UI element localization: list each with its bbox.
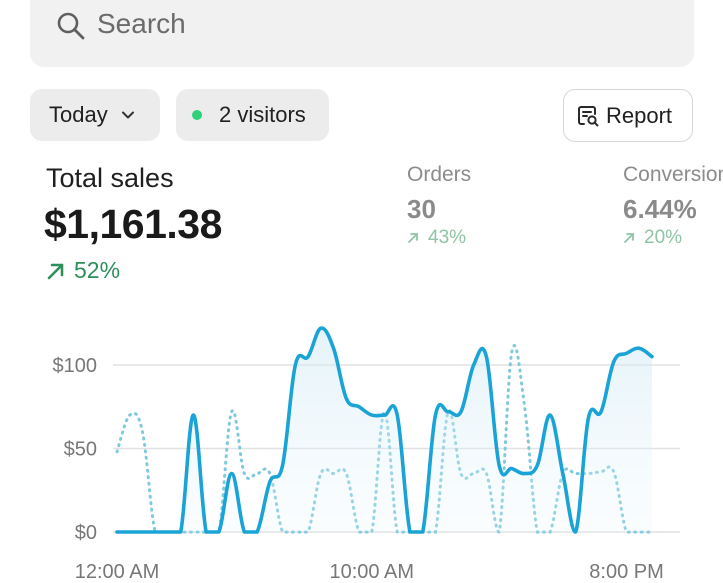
current-series-area xyxy=(117,328,652,532)
arrow-up-right-icon xyxy=(408,233,418,243)
total-sales-value: $1,161.38 xyxy=(44,201,222,247)
total-sales-delta-value: 52% xyxy=(74,257,121,283)
live-indicator-dot xyxy=(192,110,202,120)
y-tick-label: $100 xyxy=(53,355,98,377)
orders-value: 30 xyxy=(407,194,436,224)
search-icon xyxy=(57,12,85,40)
orders-delta: 43% xyxy=(407,227,471,249)
report-button[interactable]: Report xyxy=(563,89,693,142)
y-tick-label: $0 xyxy=(75,522,97,544)
total-sales-label: Total sales xyxy=(46,163,174,193)
arrow-up-right-icon xyxy=(47,263,64,279)
conversion-label: Conversion xyxy=(623,163,723,186)
x-tick-label: 12:00 AM xyxy=(75,561,160,583)
search-placeholder: Search xyxy=(97,8,186,39)
orders-metric[interactable]: Orders 30 43% xyxy=(407,163,471,249)
x-tick-label: 8:00 PM xyxy=(589,561,663,583)
search-bar[interactable]: Search xyxy=(30,0,694,67)
chevron-down-icon xyxy=(121,111,134,119)
conversion-value: 6.44% xyxy=(623,194,697,224)
live-visitors-button[interactable]: 2 visitors xyxy=(176,89,329,141)
orders-delta-value: 43% xyxy=(428,227,467,248)
report-label: Report xyxy=(606,102,673,128)
x-tick-label: 10:00 AM xyxy=(330,561,415,583)
conversion-delta-value: 20% xyxy=(644,227,683,248)
y-tick-label: $50 xyxy=(64,439,97,461)
arrow-up-right-icon xyxy=(624,233,634,243)
conversion-delta: 20% xyxy=(623,227,723,249)
report-icon xyxy=(578,105,599,126)
conversion-metric[interactable]: Conversion 6.44% 20% xyxy=(623,163,723,249)
current-series-line xyxy=(115,326,654,534)
visitors-label: 2 visitors xyxy=(219,102,306,127)
total-sales-delta: 52% xyxy=(46,257,120,284)
date-range-dropdown[interactable]: Today xyxy=(30,89,160,141)
date-range-label: Today xyxy=(49,102,108,127)
orders-label: Orders xyxy=(407,163,472,186)
sales-line-chart: $0 $50 $100 12:00 AM 10:00 AM 8:00 PM xyxy=(53,326,680,583)
